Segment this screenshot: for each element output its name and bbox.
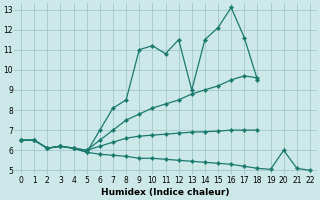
X-axis label: Humidex (Indice chaleur): Humidex (Indice chaleur) xyxy=(101,188,230,197)
